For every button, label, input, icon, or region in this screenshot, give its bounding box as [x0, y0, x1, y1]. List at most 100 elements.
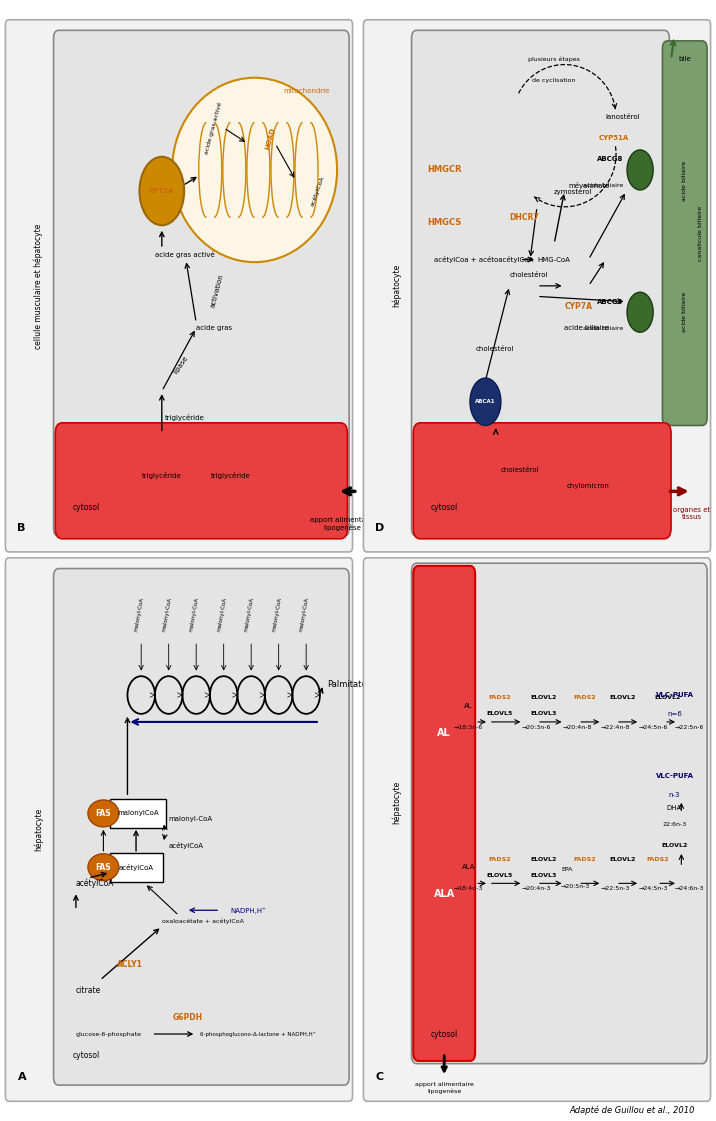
Text: NADPH,H⁺: NADPH,H⁺: [231, 907, 266, 914]
Text: 6-phosphoglucono-Δ-lactone + NADPH,H⁺: 6-phosphoglucono-Δ-lactone + NADPH,H⁺: [200, 1031, 315, 1037]
Text: HOAD: HOAD: [265, 127, 276, 150]
FancyBboxPatch shape: [110, 799, 166, 828]
Text: ELOVL3: ELOVL3: [531, 873, 557, 878]
FancyBboxPatch shape: [6, 20, 352, 552]
Text: oxaloacétate + acétylCoA: oxaloacétate + acétylCoA: [162, 918, 243, 924]
Text: FADS2: FADS2: [574, 695, 596, 701]
Text: mitochondrie: mitochondrie: [284, 87, 330, 94]
Text: 22:6n-3: 22:6n-3: [662, 822, 687, 826]
Text: VLC-PUFA: VLC-PUFA: [655, 692, 694, 698]
Text: capillaire: capillaire: [291, 478, 324, 484]
Text: organes et
tissus: organes et tissus: [673, 508, 710, 520]
Text: n-3: n-3: [669, 791, 680, 797]
Text: →24:6n-3: →24:6n-3: [674, 887, 704, 891]
Text: malonyl-CoA: malonyl-CoA: [299, 596, 310, 632]
Text: HMGCS: HMGCS: [427, 219, 461, 228]
Text: acide biliaire: acide biliaire: [583, 183, 623, 188]
Circle shape: [627, 293, 653, 332]
Text: G6PDH: G6PDH: [172, 1013, 202, 1022]
Text: ELOVL2: ELOVL2: [531, 695, 557, 701]
Text: AL: AL: [437, 728, 451, 738]
Text: acide gras: acide gras: [196, 325, 232, 331]
FancyBboxPatch shape: [54, 30, 349, 536]
FancyBboxPatch shape: [662, 40, 707, 426]
Ellipse shape: [88, 854, 119, 881]
Text: →18:3n-6: →18:3n-6: [454, 725, 483, 730]
Text: →22:5n-3: →22:5n-3: [601, 887, 630, 891]
Text: FAS: FAS: [95, 863, 111, 872]
Text: acétylCoA: acétylCoA: [309, 175, 326, 207]
Text: acétylCoa + acétoacétylCoA: acétylCoa + acétoacétylCoA: [434, 256, 533, 263]
Text: ELOVL5: ELOVL5: [486, 873, 513, 878]
Text: citrate: citrate: [76, 986, 101, 995]
Text: malonyl-CoA: malonyl-CoA: [189, 596, 200, 632]
Text: ACLY1: ACLY1: [117, 960, 143, 969]
Text: A: A: [17, 1073, 26, 1083]
Text: bile: bile: [679, 56, 691, 63]
Text: CYP51A: CYP51A: [599, 136, 629, 141]
Text: malonyl-CoA: malonyl-CoA: [216, 596, 228, 632]
Text: cytosol: cytosol: [72, 502, 100, 511]
Text: cholestérol: cholestérol: [500, 467, 539, 473]
Text: ELOVL3: ELOVL3: [531, 712, 557, 716]
Text: canalicule biliaire: canalicule biliaire: [698, 205, 702, 261]
Text: malonyl-CoA: malonyl-CoA: [169, 816, 213, 822]
Text: FADS2: FADS2: [488, 695, 511, 701]
Text: →22:4n-8: →22:4n-8: [601, 725, 630, 730]
Text: acide gras activé: acide gras activé: [155, 251, 215, 258]
Text: ELOVL2: ELOVL2: [610, 695, 636, 701]
Text: malonyl-CoA: malonyl-CoA: [162, 596, 173, 632]
Text: malonyl-CoA: malonyl-CoA: [244, 596, 255, 632]
Text: FADS2: FADS2: [574, 856, 596, 862]
Text: →20:5n-3: →20:5n-3: [561, 883, 591, 889]
FancyBboxPatch shape: [412, 563, 707, 1064]
Text: EPA: EPA: [561, 868, 572, 872]
FancyBboxPatch shape: [364, 558, 710, 1101]
Text: zymostérol: zymostérol: [554, 187, 593, 195]
Text: hépatocyte: hépatocyte: [392, 781, 401, 824]
FancyBboxPatch shape: [55, 423, 347, 539]
FancyBboxPatch shape: [413, 566, 475, 1060]
Text: n=6: n=6: [667, 711, 682, 716]
Text: lipase: lipase: [172, 354, 189, 376]
Text: →20:3n-6: →20:3n-6: [521, 725, 551, 730]
Text: malonyl-CoA: malonyl-CoA: [271, 596, 282, 632]
FancyBboxPatch shape: [54, 568, 349, 1085]
Text: ALA: ALA: [434, 889, 455, 899]
FancyBboxPatch shape: [6, 558, 352, 1101]
Text: acide biliaire: acide biliaire: [682, 160, 687, 201]
Text: Adapté de Guillou et al., 2010: Adapté de Guillou et al., 2010: [569, 1106, 695, 1115]
Ellipse shape: [88, 800, 119, 827]
FancyBboxPatch shape: [110, 853, 163, 882]
Text: cholestérol: cholestérol: [510, 272, 548, 278]
Text: AL: AL: [464, 703, 473, 708]
Text: capillaire: capillaire: [429, 478, 460, 484]
Text: cellule musculaire et hépatocyte: cellule musculaire et hépatocyte: [34, 223, 43, 349]
Text: CYP7A: CYP7A: [564, 303, 593, 312]
Text: acide biliaire: acide biliaire: [564, 325, 609, 331]
Text: Palmitate: Palmitate: [326, 679, 367, 688]
Text: hépatocyte: hépatocyte: [34, 808, 43, 851]
Text: ELOVL2: ELOVL2: [531, 856, 557, 862]
Text: capillaire: capillaire: [441, 582, 448, 614]
Text: activation: activation: [210, 274, 225, 308]
Text: acide biliaire: acide biliaire: [583, 325, 623, 331]
Text: cytosol: cytosol: [72, 1051, 100, 1060]
Text: plusieurs étapes: plusieurs étapes: [528, 56, 580, 62]
Text: triglycéride: triglycéride: [211, 472, 251, 479]
FancyBboxPatch shape: [413, 423, 671, 539]
Text: ALA: ALA: [462, 864, 475, 870]
Text: ELOVL2: ELOVL2: [662, 843, 687, 849]
Text: acétylCoA: acétylCoA: [119, 863, 153, 871]
Text: acétylCoA: acétylCoA: [169, 842, 203, 850]
Text: de cyclisation: de cyclisation: [533, 77, 576, 83]
Text: CPT1A: CPT1A: [149, 188, 175, 194]
Text: →24:5n-6: →24:5n-6: [639, 725, 668, 730]
Ellipse shape: [172, 77, 337, 262]
Circle shape: [140, 157, 184, 225]
Text: mévalonate: mévalonate: [568, 183, 609, 188]
Text: acide gras activé: acide gras activé: [204, 101, 223, 155]
Text: chylomicron: chylomicron: [567, 483, 610, 489]
Text: ABCG5: ABCG5: [596, 298, 623, 305]
Text: VLC-PUFA: VLC-PUFA: [655, 772, 694, 779]
